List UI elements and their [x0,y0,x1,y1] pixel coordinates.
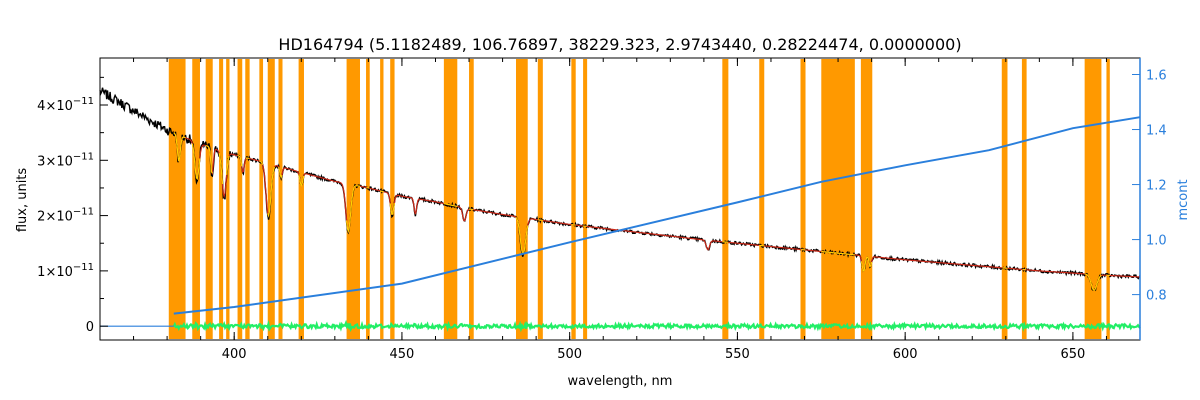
plot-frame [99,57,1141,341]
mask-region [1084,59,1102,339]
masked-model-line [237,155,243,167]
residual-line [172,319,1141,333]
masked-model-line [801,248,806,251]
masked-model-line [191,143,201,181]
y-tick-label: 3×10−11 [37,151,94,169]
mask-region [226,59,230,339]
mask-region [537,59,543,339]
masked-model-line [468,208,474,211]
mask-region [1021,59,1027,339]
y2-tick-label: 0.8 [1146,289,1167,304]
masked-model-line [267,166,276,218]
mask-region [237,59,243,339]
masked-model-line [759,244,765,247]
x-tick-label: 650 [1060,347,1085,362]
chart-title: HD164794 (5.1182489, 106.76897, 38229.32… [278,35,961,54]
mcont-series [173,116,1141,315]
mask-region [443,59,458,339]
masked-model-line [860,256,873,272]
masked-model-line [389,203,395,216]
mask-region [219,59,224,339]
mask-region [469,59,474,339]
masked-model-line [571,224,576,226]
masked-model-line [366,187,370,189]
x-tick-label: 600 [893,347,918,362]
mask-region [298,59,304,339]
y-tick-label: 2×10−11 [37,207,94,225]
mask-region [759,59,765,339]
x-tick-label: 550 [725,347,750,362]
y2-tick-label: 1.2 [1146,179,1167,194]
masked-model-line [205,144,213,174]
mask-region [346,59,360,339]
y2-axis-label: mcont [1176,179,1191,220]
mask-region [1001,59,1008,339]
x-tick-label: 450 [390,347,415,362]
mask-region [205,59,213,339]
y-axis-label: flux, units [15,168,30,233]
masked-model-line [218,152,224,185]
mask-region [380,59,384,339]
mask-region [571,59,576,339]
mask-region [168,59,186,339]
masked-model-line [821,250,855,256]
masked-model-line [226,155,230,175]
masked-model-line [1084,273,1102,291]
y2-tick-label: 1.4 [1146,124,1167,139]
mcont-line [173,116,1141,315]
masked-model-line [298,174,305,188]
mask-region [583,59,588,339]
mask-region [860,59,873,339]
y-tick-label: 1×10−11 [37,262,94,280]
mask-region [821,59,855,339]
mask-region [278,59,283,339]
y2-axis: 0.8 1.0 1.2 1.4 1.6 [1132,58,1167,340]
mask-regions [168,59,1110,339]
x-tick-label: 500 [557,347,582,362]
masked-model-line [173,132,186,162]
mask-region [259,59,264,339]
masked-model-line [259,160,264,165]
spectrum-series [99,87,1141,292]
mask-region [800,59,806,339]
masked-model-line [278,167,283,180]
y2-tick-label: 1.6 [1146,69,1167,84]
x-axis: 400 450 500 550 600 650 [133,58,1141,362]
residual-series [100,319,1141,333]
masked-model-line [722,241,729,243]
y-tick-label: 0 [86,320,94,335]
masked-model-line [515,217,529,255]
masked-model-line [1002,267,1008,269]
mask-region [722,59,729,339]
mask-region [516,59,528,339]
y-axis: 0 1×10−11 2×10−11 3×10−11 4×10−11 [37,76,108,335]
mask-region [245,59,250,339]
mask-region [192,59,200,339]
masked-model-line [443,203,458,207]
y-tick-label: 4×10−11 [37,96,94,114]
x-tick-label: 400 [222,347,247,362]
masked-model-line [346,185,361,234]
y2-tick-label: 1.0 [1146,234,1167,249]
mask-region [366,59,370,339]
model-flux-line [173,132,1141,291]
masked-model-line [245,157,250,160]
masked-model-line [379,190,384,193]
observed-flux-line [99,87,1141,292]
mask-region [1106,59,1110,339]
x-axis-label: wavelength, nm [568,374,673,389]
masked-model-line [537,219,543,222]
mask-region [390,59,395,339]
